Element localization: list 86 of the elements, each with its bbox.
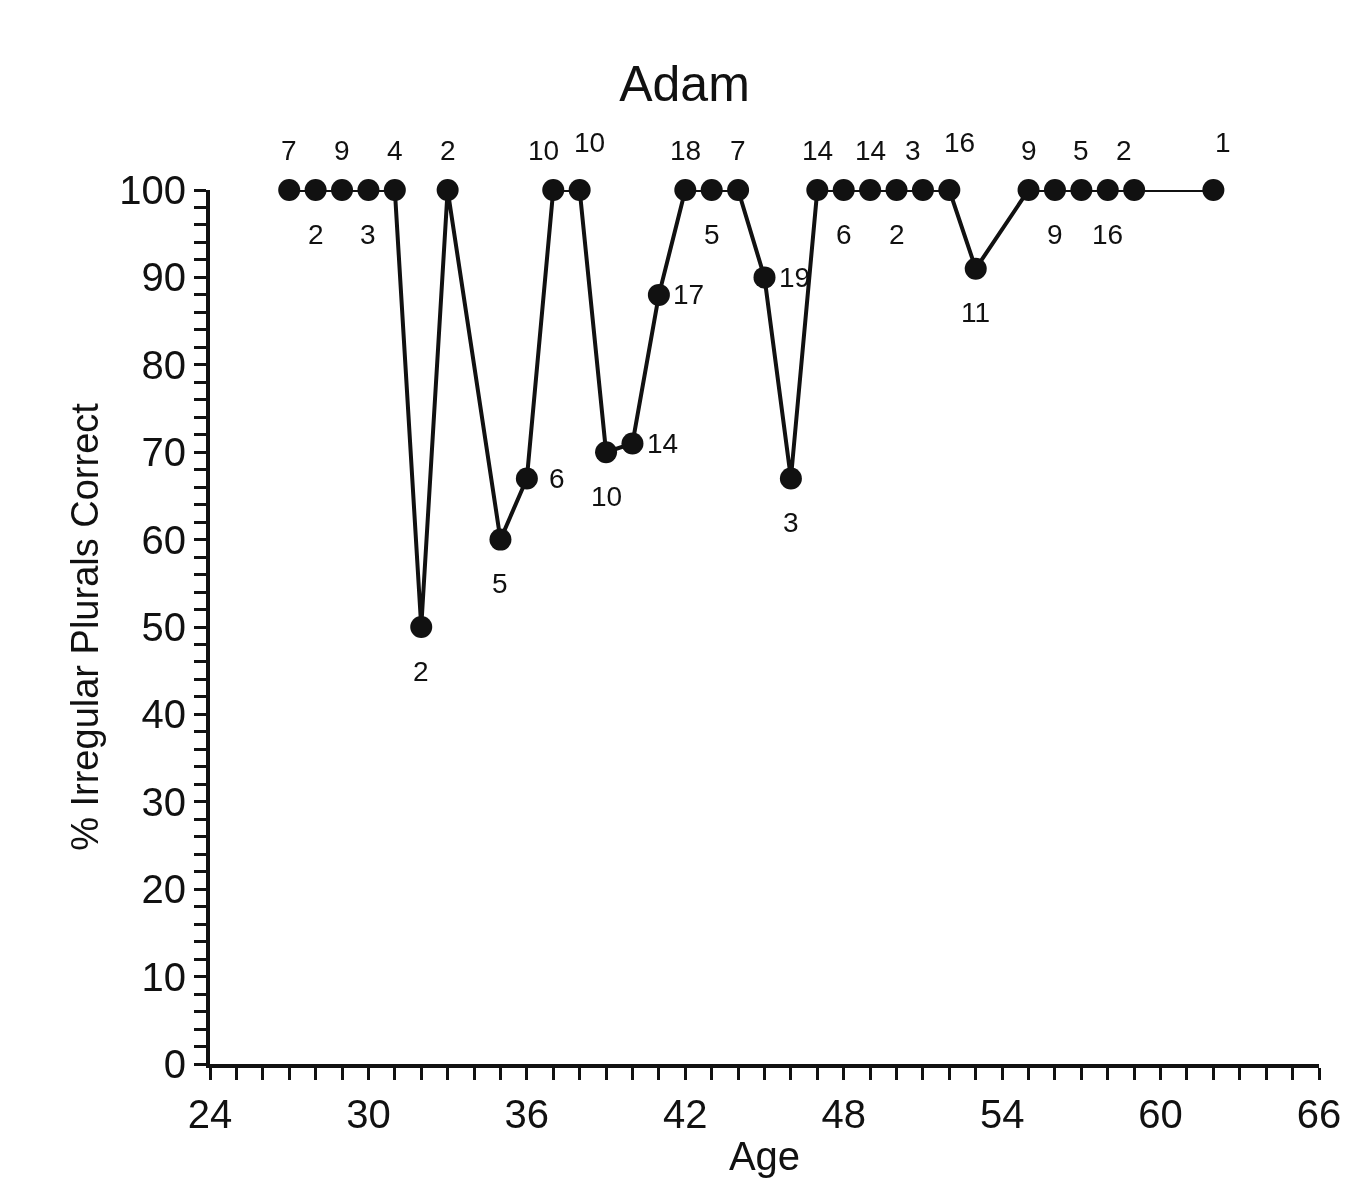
point — [1123, 179, 1146, 201]
point — [753, 266, 776, 289]
point — [964, 257, 987, 280]
point — [727, 179, 750, 201]
annotation: 2 — [308, 219, 324, 250]
annotation: 5 — [492, 568, 508, 599]
x-tick-label: 36 — [504, 1092, 550, 1136]
point — [700, 179, 723, 201]
point — [938, 179, 961, 201]
point — [595, 441, 618, 464]
annotation: 19 — [779, 262, 811, 293]
point — [410, 616, 433, 638]
annotation: 2 — [413, 656, 429, 687]
annotation: 6 — [836, 219, 852, 250]
x-tick-label: 66 — [1296, 1092, 1342, 1136]
annotation: 10 — [528, 135, 560, 166]
annotation: 6 — [549, 463, 565, 494]
annotation: 16 — [944, 127, 976, 158]
x-tick-label: 60 — [1138, 1092, 1183, 1136]
point — [779, 467, 802, 490]
chart-title: Adam — [619, 55, 750, 112]
point — [331, 179, 354, 201]
x-tick-label: 54 — [979, 1092, 1025, 1136]
y-tick-label: 70 — [141, 430, 186, 475]
point — [911, 179, 934, 201]
y-tick-label: 90 — [141, 255, 186, 300]
point — [885, 179, 908, 201]
point — [278, 179, 301, 201]
annotation: 3 — [783, 507, 799, 538]
y-tick-label: 0 — [163, 1042, 186, 1086]
annotation: 5 — [704, 219, 720, 250]
x-tick-label: 48 — [821, 1092, 866, 1136]
y-tick-label: 40 — [141, 692, 186, 737]
annotation: 14 — [802, 135, 834, 166]
point — [621, 432, 644, 455]
point — [436, 179, 459, 201]
x-tick-label: 24 — [187, 1092, 233, 1136]
point — [1017, 179, 1040, 201]
annotation: 7 — [281, 135, 297, 166]
annotation: 2 — [1116, 135, 1132, 166]
annotation: 9 — [1021, 135, 1037, 166]
point — [1096, 179, 1119, 201]
annotation: 11 — [961, 297, 991, 328]
x-axis-title: Age — [728, 1134, 801, 1178]
point — [383, 179, 406, 201]
x-tick-label: 30 — [346, 1092, 391, 1136]
point — [859, 179, 882, 201]
annotation: 3 — [360, 219, 376, 250]
y-tick-label: 30 — [141, 779, 186, 824]
annotation: 14 — [855, 135, 887, 166]
annotation: 1 — [1215, 127, 1231, 158]
y-tick-label: 50 — [141, 605, 186, 649]
annotation: 4 — [387, 135, 403, 166]
annotation: 16 — [1092, 219, 1124, 250]
point — [489, 528, 512, 551]
annotation: 2 — [440, 135, 456, 166]
point — [1202, 179, 1225, 201]
annotation: 10 — [574, 127, 606, 158]
annotation: 14 — [647, 428, 679, 459]
point — [1070, 179, 1093, 201]
annotation: 10 — [591, 481, 623, 512]
y-axis-title: % Irregular Plurals Correct — [63, 402, 106, 851]
point — [1043, 179, 1066, 201]
point — [806, 179, 829, 201]
point — [647, 283, 670, 306]
annotation: 7 — [730, 135, 746, 166]
annotation: 3 — [905, 135, 921, 166]
point — [832, 179, 855, 201]
point — [304, 179, 327, 201]
annotation: 18 — [670, 135, 702, 166]
annotation: 9 — [334, 135, 350, 166]
y-tick-label: 80 — [141, 342, 186, 387]
annotation: 17 — [673, 279, 705, 310]
annotation: 9 — [1047, 219, 1063, 250]
y-tick-label: 60 — [141, 517, 186, 562]
point — [357, 179, 380, 201]
y-tick-label: 100 — [119, 168, 186, 212]
x-tick-label: 42 — [663, 1092, 708, 1136]
annotation: 2 — [889, 219, 905, 250]
annotation: 5 — [1073, 135, 1089, 166]
point — [515, 467, 538, 490]
point — [542, 179, 565, 201]
y-tick-label: 20 — [141, 867, 186, 912]
y-tick-label: 10 — [141, 954, 186, 999]
point — [568, 179, 591, 201]
point — [674, 179, 697, 201]
